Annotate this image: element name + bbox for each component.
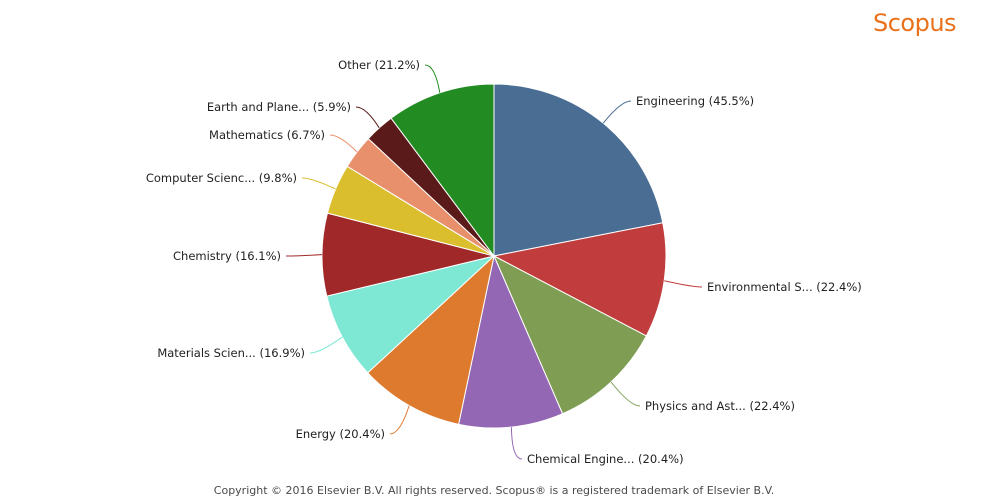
leader-line	[602, 100, 632, 124]
pie-slice[interactable]	[493, 83, 664, 257]
leader-line	[664, 280, 703, 288]
leader-line	[610, 381, 641, 407]
slice-label: Earth and Plane... (5.9%)	[207, 100, 351, 114]
scopus-logo: Scopus	[873, 9, 957, 37]
pie-slice[interactable]	[326, 255, 496, 374]
leader-line	[355, 106, 380, 129]
leader-line	[389, 405, 410, 435]
pie-slice[interactable]	[492, 254, 647, 415]
pie-slices	[321, 83, 667, 429]
leader-line	[329, 134, 358, 153]
slice-labels: Engineering (45.5%) Environmental S... (2…	[146, 58, 862, 466]
leader-line	[301, 177, 336, 190]
leader-line	[309, 336, 343, 354]
slice-label: Mathematics (6.7%)	[209, 128, 325, 142]
slice-label: Computer Scienc... (9.8%)	[146, 171, 297, 185]
pie-chart: Engineering (45.5%) Environmental S... (2…	[146, 58, 862, 466]
pie-slice[interactable]	[492, 222, 667, 337]
slice-label: Materials Scien... (16.9%)	[157, 346, 305, 360]
slice-label: Chemistry (16.1%)	[173, 249, 281, 263]
slice-label: Other (21.2%)	[338, 58, 420, 72]
slice-label: Energy (20.4%)	[296, 427, 385, 441]
leader-line	[285, 254, 323, 257]
slice-label: Engineering (45.5%)	[636, 94, 754, 108]
pie-slice[interactable]	[458, 254, 564, 429]
copyright-notice: Copyright © 2016 Elsevier B.V. All right…	[213, 484, 775, 497]
slice-label: Environmental S... (22.4%)	[707, 280, 862, 294]
leader-line	[424, 64, 441, 93]
slice-label: Physics and Ast... (22.4%)	[645, 399, 795, 413]
leader-line	[510, 427, 523, 460]
slice-label: Chemical Engine... (20.4%)	[527, 452, 684, 466]
leader-lines	[285, 64, 703, 460]
pie-slice[interactable]	[390, 83, 495, 258]
